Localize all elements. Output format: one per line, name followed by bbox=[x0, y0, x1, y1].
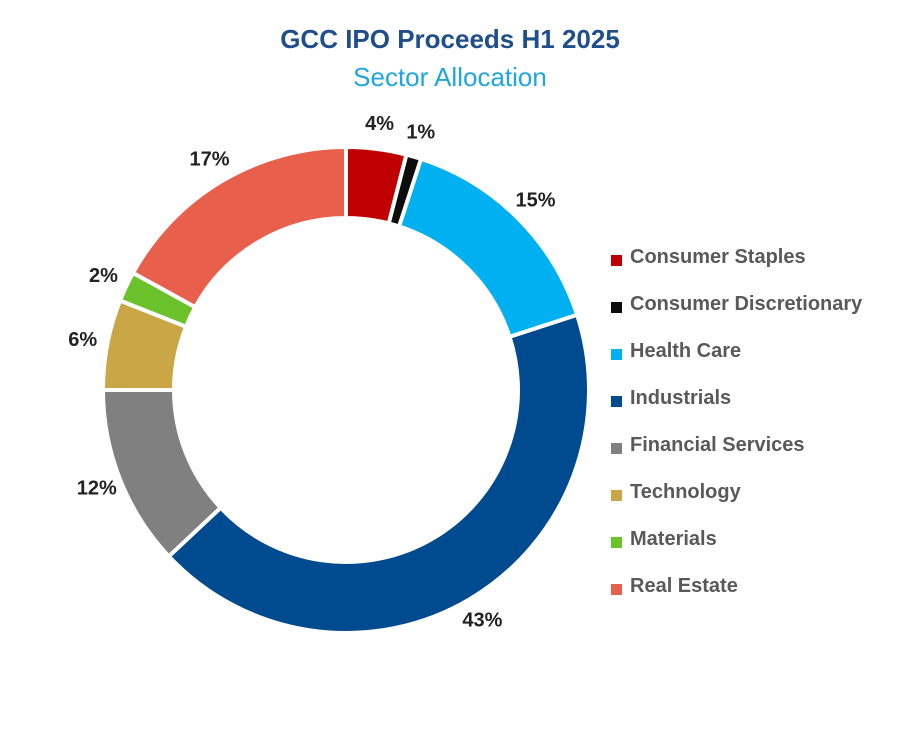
legend-item: Materials bbox=[611, 528, 862, 575]
legend-item: Health Care bbox=[611, 340, 862, 387]
legend-swatch bbox=[611, 396, 622, 407]
legend-label: Financial Services bbox=[630, 434, 805, 456]
data-label-industrials: 43% bbox=[462, 610, 502, 632]
chart-title: GCC IPO Proceeds H1 2025 bbox=[280, 24, 620, 54]
legend-item: Industrials bbox=[611, 387, 862, 434]
data-label-health-care: 15% bbox=[515, 189, 555, 211]
legend-label: Consumer Staples bbox=[630, 246, 806, 268]
legend-item: Financial Services bbox=[611, 434, 862, 481]
legend-label: Technology bbox=[630, 481, 741, 503]
legend-item: Consumer Discretionary bbox=[611, 293, 862, 340]
donut-slice-industrials bbox=[166, 312, 591, 635]
data-label-real-estate: 17% bbox=[190, 148, 230, 170]
data-label-consumer-staples: 4% bbox=[365, 113, 394, 135]
data-label-consumer-discretionary: 1% bbox=[406, 122, 435, 144]
data-label-materials: 2% bbox=[89, 265, 118, 287]
legend-label: Health Care bbox=[630, 340, 742, 362]
donut-slice-health-care bbox=[396, 156, 580, 340]
data-label-technology: 6% bbox=[68, 329, 97, 351]
chart-subtitle: Sector Allocation bbox=[353, 62, 547, 92]
chart-legend: Consumer Staples Consumer Discretionary He… bbox=[611, 246, 862, 622]
legend-label: Materials bbox=[630, 528, 717, 550]
legend-label: Consumer Discretionary bbox=[630, 293, 863, 315]
legend-swatch bbox=[611, 584, 622, 595]
legend-item: Technology bbox=[611, 481, 862, 528]
legend-swatch bbox=[611, 537, 622, 548]
legend-item: Real Estate bbox=[611, 575, 862, 622]
donut-slice-real-estate bbox=[130, 144, 348, 310]
legend-label: Industrials bbox=[630, 387, 732, 409]
legend-item: Consumer Staples bbox=[611, 246, 862, 293]
legend-label: Real Estate bbox=[630, 575, 738, 597]
data-label-financial-services: 12% bbox=[77, 478, 117, 500]
legend-swatch bbox=[611, 443, 622, 454]
legend-swatch bbox=[611, 490, 622, 501]
legend-swatch bbox=[611, 255, 622, 266]
legend-swatch bbox=[611, 302, 622, 313]
legend-swatch bbox=[611, 349, 622, 360]
